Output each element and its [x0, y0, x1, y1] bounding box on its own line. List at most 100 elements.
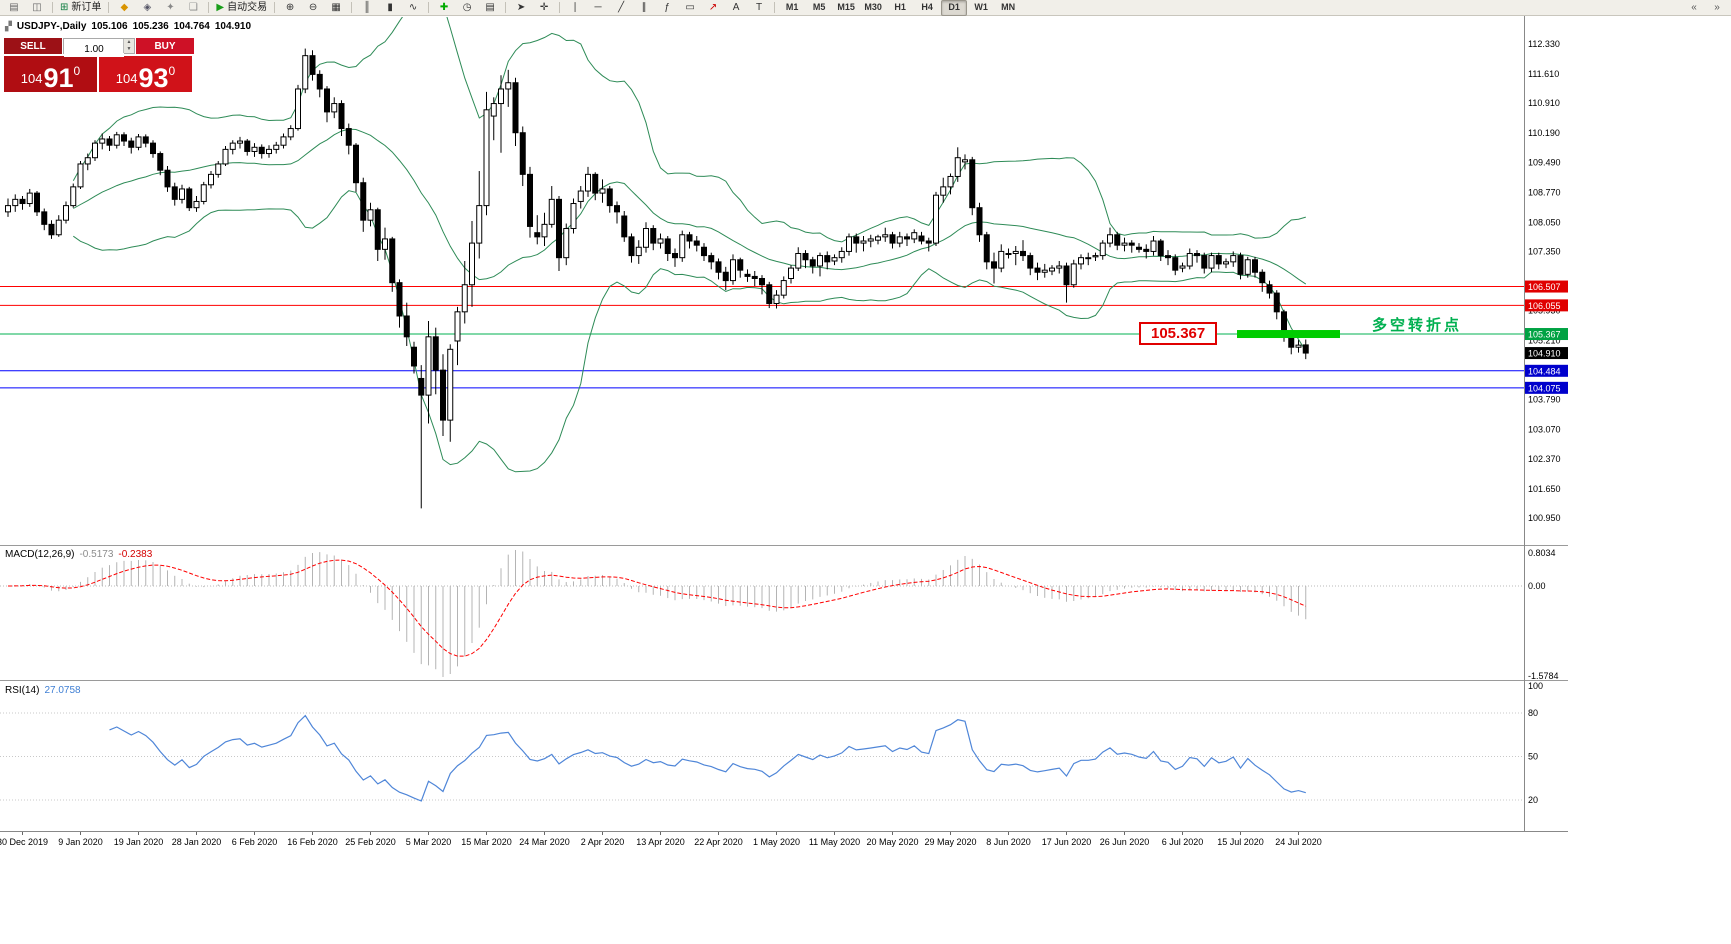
turning-point-annotation[interactable]: 多空转折点 [1372, 317, 1463, 334]
new-chart-button[interactable]: ▤ [3, 0, 25, 16]
new-chart-icon: ▤ [9, 1, 19, 13]
crosshair-button[interactable]: ✛ [533, 0, 555, 16]
sell-button[interactable]: SELL [4, 38, 62, 54]
price-tick-label: 112.330 [1528, 39, 1560, 49]
cursor-icon: ➤ [516, 1, 526, 13]
arrows-icon: ↗ [708, 1, 718, 13]
label-button[interactable]: T [748, 0, 770, 16]
navigator-icon: ✦ [166, 1, 175, 13]
hline-button[interactable]: ─ [587, 0, 609, 16]
chart-icon: ▞ [5, 21, 12, 31]
arrows-button[interactable]: ↗ [702, 0, 724, 16]
price-annotation-label[interactable]: 105.367 [1139, 322, 1218, 345]
mql-community-button[interactable]: ◆ [113, 0, 135, 16]
one-click-trading-panel: SELL ▲ ▼ BUY 104 91 0 104 93 0 [4, 38, 194, 92]
bollinger-middle-band [73, 128, 1307, 285]
timeframe-m15-button[interactable]: M15 [837, 2, 855, 12]
svg-text:104.484: 104.484 [1528, 366, 1561, 376]
toolbar-separator [351, 2, 353, 13]
trendline-button[interactable]: ╱ [610, 0, 632, 16]
ohlc-open: 105.106 [91, 21, 128, 32]
tile-windows-icon: ▦ [331, 1, 341, 13]
timeframe-m1-button[interactable]: M1 [785, 2, 799, 12]
bar-chart-icon: ║ [363, 1, 371, 13]
line-chart-button[interactable]: ∿ [402, 0, 424, 16]
svg-text:104.075: 104.075 [1528, 383, 1561, 393]
buy-button[interactable]: BUY [136, 38, 194, 54]
timeframe-m30-button[interactable]: M30 [864, 2, 882, 12]
bid-head: 104 [20, 71, 43, 86]
current-price-tag[interactable]: 104.910 [1525, 347, 1568, 360]
date-label: 28 Jan 2020 [172, 837, 222, 847]
date-label: 30 Dec 2019 [0, 837, 48, 847]
date-label: 1 May 2020 [753, 837, 800, 847]
toolbar-next-button[interactable]: » [1706, 0, 1728, 16]
zoom-out-button[interactable]: ⊖ [302, 0, 324, 16]
data-window-button[interactable]: ◈ [136, 0, 158, 16]
cursor-button[interactable]: ➤ [510, 0, 532, 16]
vline-button[interactable]: ∣ [564, 0, 586, 16]
price-tag-104.484[interactable]: 104.484 [1525, 364, 1568, 377]
autotrade-button[interactable]: ▶ 自动交易 [216, 1, 268, 13]
bid-price-box[interactable]: 104 91 0 [4, 56, 97, 92]
terminal-button[interactable]: ❏ [182, 0, 204, 16]
volume-increase-button[interactable]: ▲ [123, 39, 134, 46]
price-tick-label: 108.050 [1528, 217, 1561, 227]
fibonacci-button[interactable]: ƒ [656, 0, 678, 16]
price-tag-104.075[interactable]: 104.075 [1525, 381, 1568, 394]
toolbar-next-icon: » [1714, 1, 1720, 13]
price-tick-label: 100.950 [1528, 513, 1561, 523]
data-window-icon: ◈ [143, 1, 152, 13]
macd-indicator-label: MACD(12,26,9) -0.5173 -0.2383 [5, 549, 152, 560]
macd-name: MACD(12,26,9) [5, 549, 75, 560]
indicators-button[interactable]: ✚ [433, 0, 455, 16]
toolbar-separator [52, 2, 53, 13]
trendline-icon: ╱ [618, 1, 625, 13]
timeframe-d1-button[interactable]: D1 [941, 0, 968, 16]
templates-button[interactable]: ▤ [479, 0, 501, 16]
price-tick-label: 101.650 [1528, 484, 1561, 494]
timeframe-h1-button[interactable]: H1 [894, 2, 906, 12]
timeframe-h4-button[interactable]: H4 [921, 2, 933, 12]
tile-windows-button[interactable]: ▦ [325, 0, 347, 16]
timeframe-m5-button[interactable]: M5 [812, 2, 826, 12]
price-tick-label: 107.350 [1528, 246, 1561, 256]
price-tick-label: 102.370 [1528, 454, 1561, 464]
price-tag-106.055[interactable]: 106.055 [1525, 299, 1568, 312]
zoom-in-button[interactable]: ⊕ [279, 0, 301, 16]
macd-scale-max: 0.8034 [1528, 548, 1556, 558]
line-chart-icon: ∿ [408, 1, 418, 13]
bollinger-upper-band [72, 17, 1306, 243]
text-button[interactable]: A [725, 0, 747, 16]
svg-text:106.507: 106.507 [1528, 282, 1561, 292]
symbol-period: USDJPY-,Daily [16, 21, 87, 32]
bar-chart-button[interactable]: ║ [356, 0, 378, 16]
profiles-button[interactable]: ◫ [26, 0, 48, 16]
timeframe-w1-button[interactable]: W1 [974, 2, 988, 12]
price-tag-106.507[interactable]: 106.507 [1525, 280, 1568, 293]
macd-value: -0.5173 [79, 549, 114, 560]
navigator-button[interactable]: ✦ [159, 0, 181, 16]
volume-decrease-button[interactable]: ▼ [123, 46, 134, 53]
shapes-button[interactable]: ▭ [679, 0, 701, 16]
candlestick-icon: ▮ [387, 1, 393, 13]
price-tag-105.367[interactable]: 105.367 [1525, 328, 1568, 341]
candlestick-button[interactable]: ▮ [379, 0, 401, 16]
bid-pipette: 0 [73, 64, 81, 78]
candles-series [5, 48, 1309, 509]
mql-community-icon: ◆ [120, 1, 129, 13]
toolbar-separator [505, 2, 507, 13]
periods-button[interactable]: ◷ [456, 0, 478, 16]
toolbar-prev-button[interactable]: « [1683, 0, 1705, 16]
channel-button[interactable]: ∥ [633, 0, 655, 16]
ask-price-box[interactable]: 104 93 0 [99, 56, 192, 92]
timeframe-mn-button[interactable]: MN [1001, 2, 1016, 12]
new-order-button[interactable]: ⊞ 新订单 [60, 1, 102, 13]
label-icon: T [756, 1, 763, 13]
toolbar-separator [108, 2, 110, 13]
date-label: 20 May 2020 [866, 837, 918, 847]
date-label: 8 Jun 2020 [986, 837, 1031, 847]
volume-input[interactable] [64, 42, 124, 57]
support-zone[interactable] [1237, 330, 1340, 339]
